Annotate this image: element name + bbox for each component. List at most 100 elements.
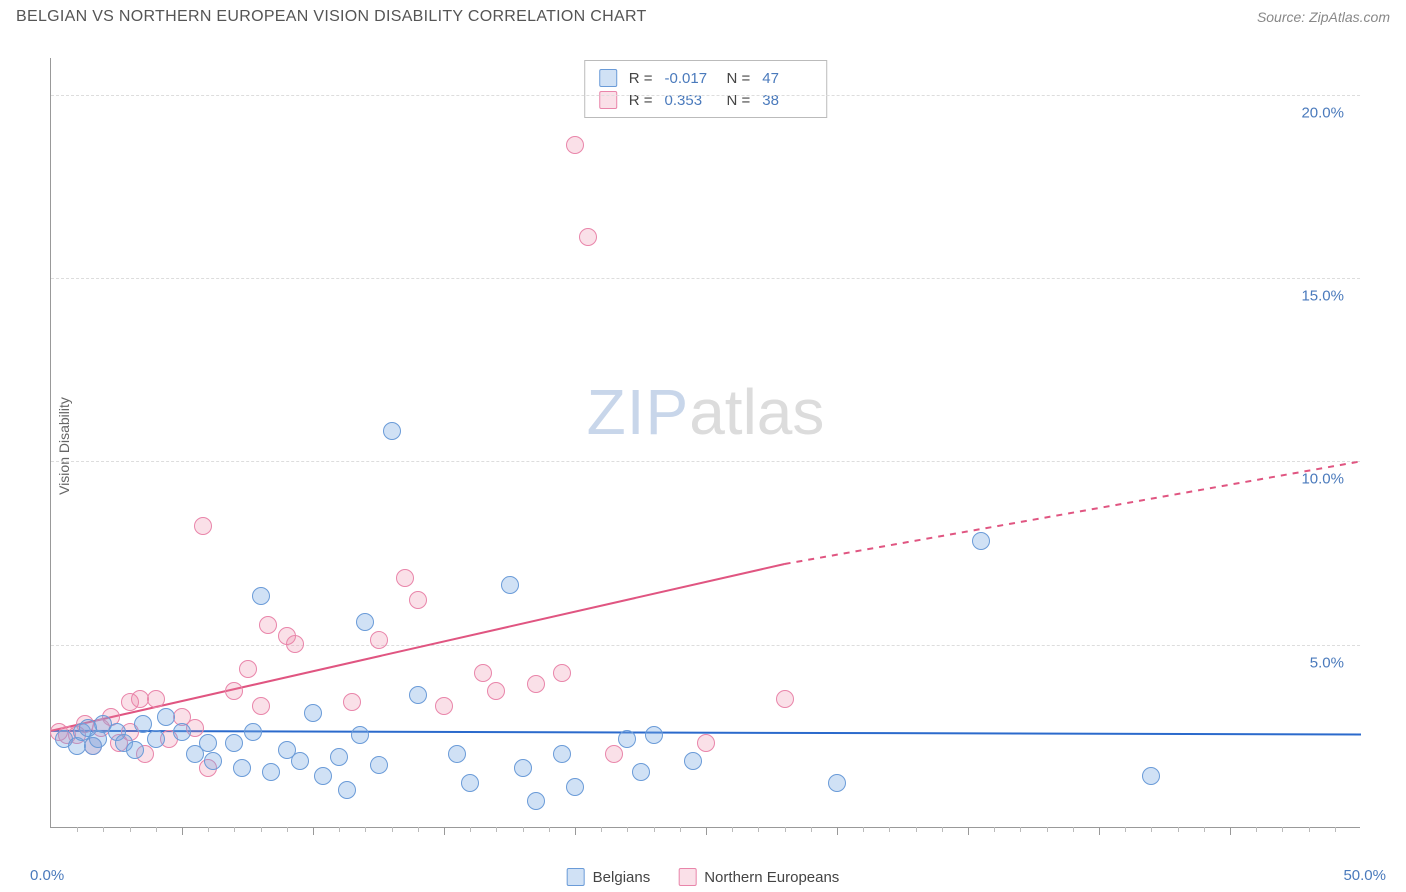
- data-point: [173, 723, 191, 741]
- legend-label-neuropeans: Northern Europeans: [704, 869, 839, 886]
- data-point: [645, 726, 663, 744]
- x-tick: [549, 827, 550, 832]
- x-tick: [1178, 827, 1179, 832]
- data-point: [304, 704, 322, 722]
- data-point: [1142, 767, 1160, 785]
- data-point: [351, 726, 369, 744]
- data-point: [776, 690, 794, 708]
- gridline: [51, 645, 1360, 646]
- x-tick: [496, 827, 497, 832]
- x-tick: [444, 827, 445, 835]
- chart-plot-area: ZIPatlas R = -0.017 N = 47 R = 0.353 N =…: [50, 58, 1360, 828]
- data-point: [233, 759, 251, 777]
- x-tick: [1282, 827, 1283, 832]
- x-tick: [1020, 827, 1021, 832]
- ytick-label: 5.0%: [1310, 654, 1344, 671]
- x-tick: [654, 827, 655, 832]
- data-point: [259, 616, 277, 634]
- x-tick: [785, 827, 786, 832]
- x-tick: [339, 827, 340, 832]
- data-point: [286, 635, 304, 653]
- x-tick: [1047, 827, 1048, 832]
- data-point: [697, 734, 715, 752]
- data-point: [474, 664, 492, 682]
- x-tick: [313, 827, 314, 835]
- x-tick: [863, 827, 864, 832]
- watermark: ZIPatlas: [587, 375, 825, 449]
- legend-item-neuropeans: Northern Europeans: [678, 868, 839, 886]
- data-point: [566, 778, 584, 796]
- data-point: [134, 715, 152, 733]
- r-label: R =: [629, 70, 653, 87]
- n-label: N =: [727, 70, 751, 87]
- x-tick: [1230, 827, 1231, 835]
- data-point: [79, 719, 97, 737]
- data-point: [314, 767, 332, 785]
- data-point: [291, 752, 309, 770]
- x-tick: [706, 827, 707, 835]
- data-point: [448, 745, 466, 763]
- data-point: [632, 763, 650, 781]
- x-tick: [680, 827, 681, 832]
- data-point: [553, 664, 571, 682]
- x-origin-label: 0.0%: [30, 867, 64, 884]
- x-tick: [103, 827, 104, 832]
- x-tick: [523, 827, 524, 832]
- data-point: [330, 748, 348, 766]
- chart-title: BELGIAN VS NORTHERN EUROPEAN VISION DISA…: [16, 8, 647, 26]
- data-point: [147, 690, 165, 708]
- data-point: [225, 734, 243, 752]
- x-tick: [627, 827, 628, 832]
- data-point: [147, 730, 165, 748]
- data-point: [501, 576, 519, 594]
- bottom-legend: Belgians Northern Europeans: [567, 868, 840, 886]
- data-point: [262, 763, 280, 781]
- data-point: [396, 569, 414, 587]
- legend-label-belgians: Belgians: [593, 869, 651, 886]
- data-point: [252, 587, 270, 605]
- data-point: [527, 792, 545, 810]
- data-point: [356, 613, 374, 631]
- data-point: [527, 675, 545, 693]
- x-tick: [1099, 827, 1100, 835]
- x-tick: [994, 827, 995, 832]
- x-tick: [889, 827, 890, 832]
- data-point: [204, 752, 222, 770]
- data-point: [252, 697, 270, 715]
- swatch-belgian-icon: [599, 69, 617, 87]
- data-point: [370, 756, 388, 774]
- data-point: [828, 774, 846, 792]
- x-tick: [77, 827, 78, 832]
- r-value-belgian: -0.017: [665, 70, 715, 87]
- data-point: [370, 631, 388, 649]
- x-tick: [470, 827, 471, 832]
- source-label: Source: ZipAtlas.com: [1257, 9, 1390, 25]
- x-tick: [287, 827, 288, 832]
- data-point: [199, 734, 217, 752]
- x-tick: [1125, 827, 1126, 832]
- x-tick: [1335, 827, 1336, 832]
- gridline: [51, 278, 1360, 279]
- watermark-atlas: atlas: [689, 376, 824, 448]
- x-tick: [837, 827, 838, 835]
- data-point: [435, 697, 453, 715]
- data-point: [409, 591, 427, 609]
- data-point: [579, 228, 597, 246]
- n-value-belgian: 47: [762, 70, 812, 87]
- watermark-zip: ZIP: [587, 376, 690, 448]
- x-tick: [1073, 827, 1074, 832]
- x-max-label: 50.0%: [1343, 867, 1386, 884]
- data-point: [487, 682, 505, 700]
- gridline: [51, 461, 1360, 462]
- data-point: [157, 708, 175, 726]
- trend-lines: [51, 58, 1361, 828]
- x-tick: [130, 827, 131, 832]
- ytick-label: 20.0%: [1301, 104, 1344, 121]
- data-point: [566, 136, 584, 154]
- data-point: [244, 723, 262, 741]
- stats-row-neuropean: R = 0.353 N = 38: [599, 89, 813, 111]
- gridline: [51, 95, 1360, 96]
- data-point: [972, 532, 990, 550]
- data-point: [383, 422, 401, 440]
- stats-row-belgians: R = -0.017 N = 47: [599, 67, 813, 89]
